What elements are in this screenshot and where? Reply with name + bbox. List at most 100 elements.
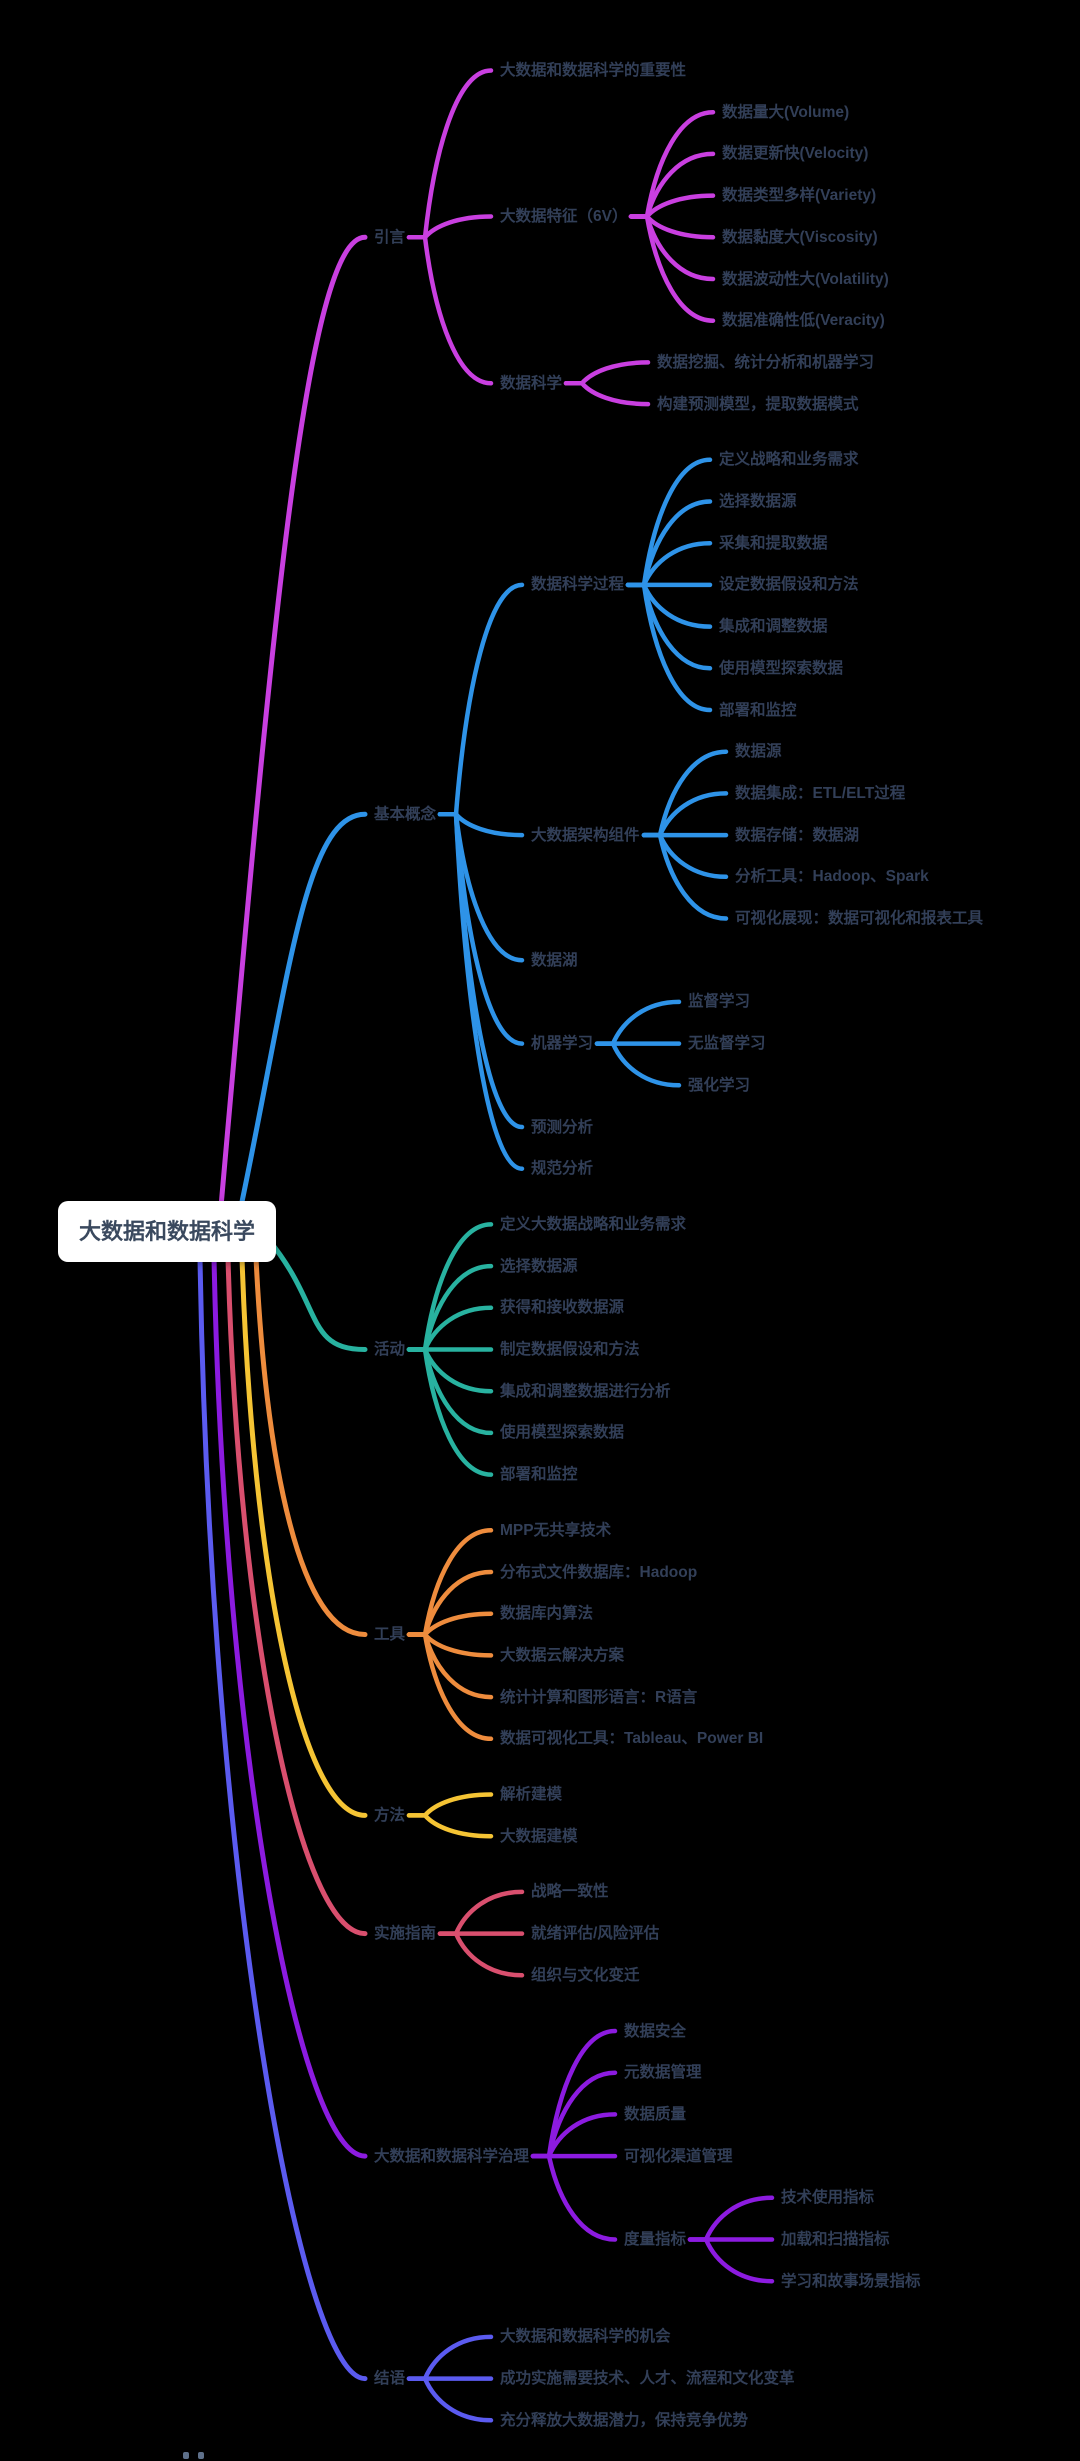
connector-line	[406, 1347, 494, 1477]
node-label[interactable]: 预测分析	[531, 1118, 594, 1136]
node-label[interactable]: 数据科学	[500, 374, 563, 392]
connector-line	[437, 812, 525, 1046]
branch-label[interactable]: 基本概念	[374, 805, 437, 823]
node-label[interactable]: 部署和监控	[719, 701, 797, 719]
node-label[interactable]: 数据集成：ETL/ELT过程	[735, 784, 906, 802]
node-label[interactable]: 学习和故事场景指标	[781, 2272, 921, 2290]
node-label[interactable]: 可视化展现：数据可视化和报表工具	[735, 910, 984, 927]
connector-line	[628, 151, 716, 219]
connector-line	[406, 1632, 494, 1700]
connector-line	[406, 1813, 494, 1839]
connector-line	[628, 214, 716, 323]
node-label[interactable]: 技术使用指标	[781, 2189, 875, 2207]
node-label[interactable]: 数据波动性大(Volatility)	[722, 270, 889, 288]
node-label[interactable]: 度量指标	[624, 2231, 687, 2248]
node-label[interactable]: 数据质量	[624, 2105, 687, 2123]
node-label[interactable]: 成功实施需要技术、人才、流程和文化变革	[500, 2370, 795, 2388]
node-label[interactable]: 选择数据源	[500, 1257, 578, 1275]
connector-line	[628, 193, 716, 219]
node-label[interactable]: 数据湖	[531, 951, 578, 969]
branch-label[interactable]: 工具	[374, 1626, 406, 1644]
node-label[interactable]: 设定数据假设和方法	[719, 576, 859, 594]
node-label[interactable]: 战略一致性	[531, 1883, 609, 1901]
node-label[interactable]: 数据更新快(Velocity)	[722, 145, 869, 163]
node-label[interactable]: 强化学习	[688, 1076, 751, 1094]
node-label[interactable]: 集成和调整数据进行分析	[500, 1382, 671, 1400]
node-label[interactable]: 定义战略和业务需求	[719, 451, 859, 469]
node-label[interactable]: 就绪评估/风险评估	[531, 1925, 660, 1943]
node-label[interactable]: 数据黏度大(Viscosity)	[722, 228, 878, 246]
branch-label[interactable]: 引言	[374, 228, 406, 246]
node-label[interactable]: 无监督学习	[688, 1035, 766, 1053]
node-label[interactable]: MPP无共享技术	[500, 1521, 612, 1539]
node-label[interactable]: 规范分析	[531, 1160, 594, 1178]
connector-line	[211, 1255, 368, 2159]
node-label[interactable]: 构建预测模型，提取数据模式	[657, 395, 859, 413]
node-label[interactable]: 分布式文件数据库：Hadoop	[500, 1563, 698, 1581]
node-label[interactable]: 数据准确性低(Veracity)	[722, 312, 885, 330]
node-label[interactable]: 大数据特征（6V）	[500, 207, 628, 225]
watermark-fragment	[183, 2452, 204, 2459]
connector-line	[406, 235, 494, 386]
node-label[interactable]: 数据存储：数据湖	[735, 826, 860, 844]
connector-line	[239, 1255, 368, 1818]
node-label[interactable]: 数据挖掘、统计分析和机器学习	[657, 353, 875, 371]
node-label[interactable]: 获得和接收数据源	[500, 1299, 625, 1317]
connector-line	[437, 1889, 525, 1936]
node-label[interactable]: 大数据云解决方案	[500, 1646, 625, 1664]
node-label[interactable]: 使用模型探索数据	[719, 659, 844, 677]
node-label[interactable]: 制定数据假设和方法	[500, 1341, 640, 1358]
connector-line	[641, 832, 729, 880]
branch-label[interactable]: 方法	[374, 1806, 406, 1824]
connector-line	[406, 1632, 494, 1658]
connector-line	[437, 582, 525, 817]
connector-line	[530, 2112, 618, 2159]
node-label[interactable]: 数据量大(Volume)	[722, 103, 850, 121]
node-label[interactable]: 元数据管理	[624, 2064, 702, 2082]
node-label[interactable]: 大数据建模	[500, 1827, 578, 1845]
branch-label[interactable]: 实施指南	[374, 1925, 437, 1943]
node-label[interactable]: 加载和扫描指标	[781, 2231, 890, 2248]
node-label[interactable]: 大数据和数据科学的机会	[500, 2328, 671, 2346]
node-label[interactable]: 分析工具：Hadoop、Spark	[735, 868, 929, 886]
node-label[interactable]: 大数据架构组件	[531, 826, 640, 844]
root-node[interactable]: 大数据和数据科学	[58, 1200, 277, 1262]
branch-label[interactable]: 结语	[374, 2370, 406, 2388]
connector-line	[406, 214, 494, 240]
node-label[interactable]: 大数据和数据科学的重要性	[500, 62, 687, 79]
node-label[interactable]: 数据库内算法	[500, 1605, 594, 1623]
node-label[interactable]: 机器学习	[531, 1035, 594, 1053]
node-label[interactable]: 选择数据源	[719, 493, 797, 510]
connector-line	[641, 791, 729, 838]
node-label[interactable]: 充分释放大数据潜力，保持竞争优势	[500, 2411, 749, 2429]
connector-line	[437, 812, 525, 838]
node-label[interactable]: 部署和监控	[500, 1466, 578, 1484]
branch-label[interactable]: 大数据和数据科学治理	[374, 2147, 530, 2165]
node-label[interactable]: 采集和提取数据	[719, 534, 828, 552]
connector-line	[530, 2153, 618, 2242]
node-label[interactable]: 集成和调整数据	[719, 618, 828, 636]
node-label[interactable]: 数据科学过程	[531, 576, 625, 594]
connector-line	[628, 214, 716, 240]
connector-line	[563, 381, 651, 407]
node-label[interactable]: 数据可视化工具：Tableau、Power BI	[500, 1730, 764, 1748]
node-label[interactable]: 统计计算和图形语言：R语言	[500, 1688, 698, 1706]
node-label[interactable]: 使用模型探索数据	[500, 1424, 625, 1442]
node-label[interactable]: 组织与文化变迁	[531, 1966, 640, 1984]
node-label[interactable]: 数据源	[735, 743, 782, 761]
node-label[interactable]: 监督学习	[688, 993, 751, 1011]
root-node-label: 大数据和数据科学	[79, 1218, 256, 1244]
branch-label[interactable]: 活动	[374, 1341, 406, 1358]
connector-line	[238, 811, 368, 1210]
node-label[interactable]: 解析建模	[500, 1786, 563, 1803]
node-label[interactable]: 数据安全	[624, 2022, 687, 2040]
connector-line	[265, 1236, 368, 1352]
connector-line	[406, 2376, 494, 2423]
connector-line	[406, 1792, 494, 1818]
node-label[interactable]: 数据类型多样(Variety)	[722, 187, 877, 205]
connector-line	[406, 1632, 494, 1742]
node-label[interactable]: 可视化渠道管理	[624, 2147, 733, 2165]
node-label[interactable]: 定义大数据战略和业务需求	[500, 1215, 687, 1233]
connector-line	[406, 2334, 494, 2381]
